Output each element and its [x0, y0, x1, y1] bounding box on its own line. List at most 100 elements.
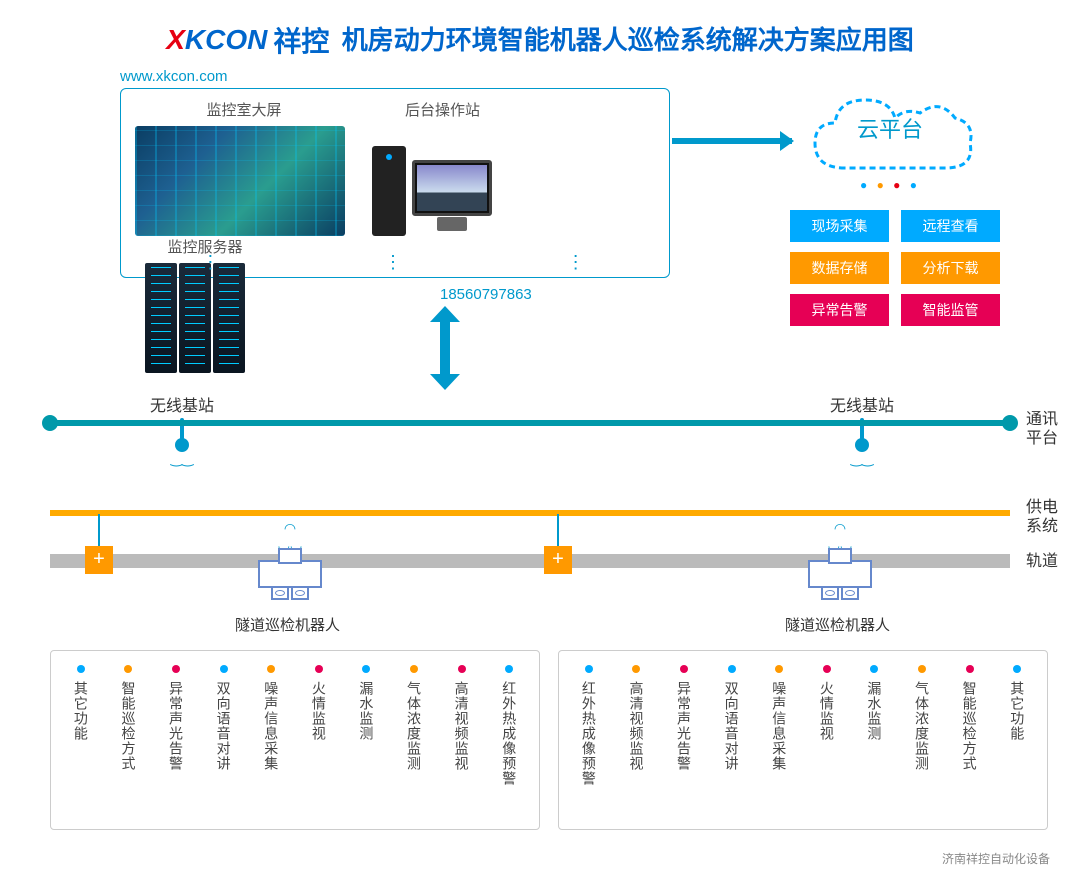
feature-text: 气体浓度监测 [914, 681, 930, 771]
plus-box: + [85, 546, 113, 574]
feature-item: 其它功能 [61, 665, 101, 815]
logo-cn: 祥控 [273, 20, 329, 60]
feature-text: 高清视频监视 [454, 681, 470, 771]
double-arrow-icon [430, 306, 460, 390]
robot-right: ◠◡◡ [800, 520, 880, 600]
footer-text: 济南祥控自动化设备 [942, 850, 1050, 867]
feature-item: 智能巡检方式 [108, 665, 148, 815]
dots-row: ⋮⋮⋮ [121, 252, 669, 273]
feature-dot [362, 665, 370, 673]
cloud-tag: 数据存储 [790, 252, 889, 284]
feature-text: 智能巡检方式 [120, 681, 136, 771]
feature-item: 高清视频监视 [442, 665, 482, 815]
cloud-label: 云平台 [857, 112, 923, 144]
feature-dot [458, 665, 466, 673]
feature-dot [1013, 665, 1021, 673]
feature-item: 漏水监测 [854, 665, 894, 815]
feature-item: 火情监视 [807, 665, 847, 815]
feature-text: 双向语音对讲 [724, 681, 740, 771]
feature-text: 高清视频监视 [628, 681, 644, 771]
feature-dot [632, 665, 640, 673]
robot-label: 隧道巡检机器人 [785, 614, 890, 635]
feature-dot [220, 665, 228, 673]
logo: X KCON 祥控 [166, 20, 329, 60]
bstation-label: 无线基站 [830, 392, 894, 416]
logo-kcon: KCON [185, 24, 267, 56]
feature-dot [680, 665, 688, 673]
cloud-icon: 云平台 ● ● ● ● [800, 88, 980, 188]
feature-dot [124, 665, 132, 673]
feature-dot [585, 665, 593, 673]
features-left: 其它功能 智能巡检方式 异常声光告警 双向语音对讲 噪声信息采集 火情监视 漏水监测 气体浓度… [50, 650, 540, 830]
feature-text: 红外热成像预警 [501, 681, 517, 786]
feature-item: 漏水监测 [346, 665, 386, 815]
feature-item: 双向语音对讲 [204, 665, 244, 815]
header: X KCON 祥控 机房动力环境智能机器人巡检系统解决方案应用图 [0, 0, 1080, 60]
features-right: 红外热成像预警 高清视频监视 异常声光告警 双向语音对讲 噪声信息采集 火情监视 漏水监测 气… [558, 650, 1048, 830]
feature-item: 异常声光告警 [156, 665, 196, 815]
cloud-tag: 异常告警 [790, 294, 889, 326]
feature-dot [918, 665, 926, 673]
feature-text: 漏水监测 [866, 681, 882, 741]
feature-text: 火情监视 [311, 681, 327, 741]
robot-label: 隧道巡检机器人 [235, 614, 340, 635]
page-title: 机房动力环境智能机器人巡检系统解决方案应用图 [342, 25, 914, 55]
cloud-dots: ● ● ● ● [860, 178, 920, 192]
feature-dot [315, 665, 323, 673]
feature-text: 噪声信息采集 [771, 681, 787, 771]
cloud-tag: 智能监管 [901, 294, 1000, 326]
arrow-to-cloud [672, 138, 792, 144]
feature-dot [505, 665, 513, 673]
robot-left: ◠◡◡ [250, 520, 330, 600]
feature-dot [870, 665, 878, 673]
feature-dot [172, 665, 180, 673]
power-label: 供电系统 [1026, 498, 1066, 536]
feature-item: 高清视频监视 [616, 665, 656, 815]
comm-line [50, 420, 1010, 426]
url-text: www.xkcon.com [120, 68, 228, 85]
bstation-label: 无线基站 [150, 392, 214, 416]
feature-text: 漏水监测 [358, 681, 374, 741]
feature-dot [267, 665, 275, 673]
feature-text: 其它功能 [1009, 681, 1025, 741]
feature-item: 红外热成像预警 [489, 665, 529, 815]
logo-x: X [166, 24, 185, 56]
control-screen-image [135, 126, 345, 236]
feature-text: 异常声光告警 [168, 681, 184, 771]
feature-item: 异常声光告警 [664, 665, 704, 815]
feature-text: 气体浓度监测 [406, 681, 422, 771]
cloud-tag: 分析下载 [901, 252, 1000, 284]
feature-text: 红外热成像预警 [581, 681, 597, 786]
plus-box: + [544, 546, 572, 574]
workstation-label: 后台操作站 [367, 99, 517, 120]
feature-item: 气体浓度监测 [394, 665, 434, 815]
feature-dot [728, 665, 736, 673]
feature-item: 气体浓度监测 [902, 665, 942, 815]
control-room-box: 监控室大屏 后台操作站 监控服务器 ⋮⋮⋮ [120, 88, 670, 278]
cloud-tag: 远程查看 [901, 210, 1000, 242]
feature-item: 噪声信息采集 [759, 665, 799, 815]
feature-dot [77, 665, 85, 673]
phone-number: 18560797863 [440, 286, 532, 303]
feature-text: 双向语音对讲 [216, 681, 232, 771]
feature-item: 智能巡检方式 [950, 665, 990, 815]
feature-text: 智能巡检方式 [962, 681, 978, 771]
feature-dot [966, 665, 974, 673]
feature-item: 火情监视 [299, 665, 339, 815]
cloud-tags: 现场采集远程查看数据存储分析下载异常告警智能监管 [790, 210, 1000, 336]
workstation-image [367, 126, 497, 236]
track-label: 轨道 [1026, 552, 1066, 571]
screen-label: 监控室大屏 [135, 99, 353, 120]
feature-item: 其它功能 [997, 665, 1037, 815]
feature-dot [410, 665, 418, 673]
server-image [135, 263, 255, 373]
comm-label: 通讯平台 [1026, 410, 1066, 448]
feature-text: 异常声光告警 [676, 681, 692, 771]
feature-text: 噪声信息采集 [263, 681, 279, 771]
feature-text: 火情监视 [819, 681, 835, 741]
feature-item: 红外热成像预警 [569, 665, 609, 815]
cloud-tag: 现场采集 [790, 210, 889, 242]
power-line [50, 510, 1010, 516]
feature-item: 噪声信息采集 [251, 665, 291, 815]
feature-item: 双向语音对讲 [712, 665, 752, 815]
